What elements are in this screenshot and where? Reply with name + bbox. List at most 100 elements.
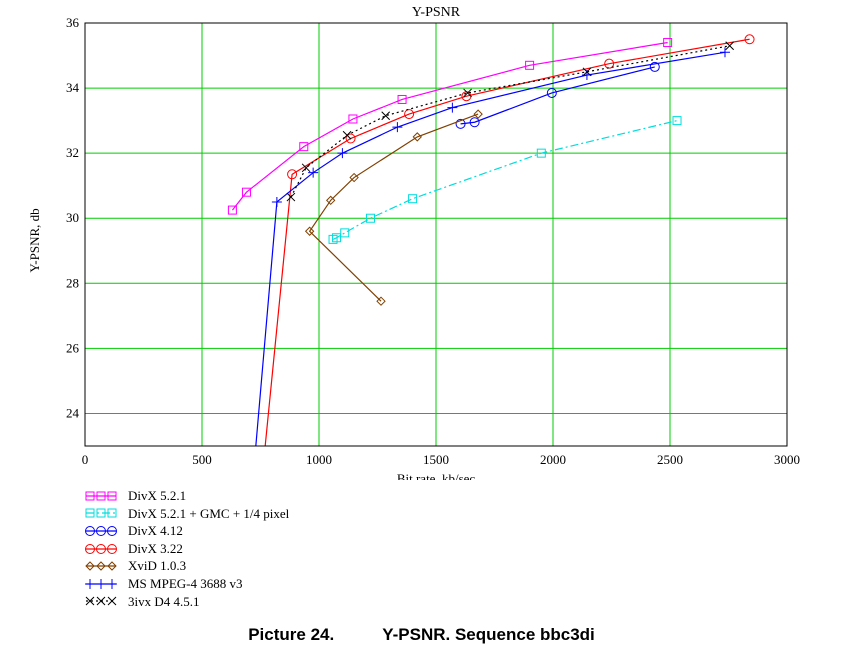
square-marker (672, 116, 682, 126)
series-line (264, 38, 750, 446)
square-marker (348, 114, 358, 124)
x-tick-label: 3000 (774, 452, 800, 467)
cross-marker (582, 67, 592, 77)
square-marker (107, 491, 117, 501)
caption-number: Picture 24. (248, 625, 335, 644)
chart-legend: DivX 5.2.1 DivX 5.2.1 + GMC + 1/4 pixel Di… (84, 487, 289, 610)
plus-marker (719, 47, 730, 58)
square-marker (227, 205, 237, 215)
diamond-marker (349, 172, 359, 183)
legend-label: MS MPEG-4 3688 v3 (128, 575, 243, 591)
square-marker (96, 491, 106, 501)
plot-area-frame (84, 22, 788, 447)
cross-marker (463, 88, 472, 98)
y-tick-label: 36 (66, 15, 80, 30)
circle-marker (107, 525, 117, 536)
square-marker (663, 38, 673, 48)
legend-swatch (85, 508, 117, 518)
square-marker (96, 508, 106, 518)
cross-marker (725, 41, 735, 51)
circle-marker (649, 61, 660, 72)
y-tick-label: 24 (66, 405, 80, 420)
legend-item: XviD 1.0.3 (84, 557, 289, 575)
figure-caption: Picture 24. Y-PSNR. Sequence bbc3di (0, 625, 843, 645)
legend-item: DivX 5.2.1 (84, 487, 289, 505)
legend-label: XviD 1.0.3 (128, 558, 187, 574)
cross-marker (286, 192, 296, 202)
series-divx-4-12 (455, 61, 660, 129)
psnr-chart: 0 500 1000 1500 2000 2500 3000 24 26 28 30 32 34 36 Y… (27, 5, 800, 480)
circle-marker (85, 525, 95, 536)
series-divx-5-2-1-gmc-1-4-pixel (328, 116, 682, 244)
caption-text: Y-PSNR. Sequence bbc3di (382, 625, 595, 644)
series-xvid-1-0-3 (304, 109, 483, 306)
y-tick-label: 30 (66, 210, 79, 225)
cross-marker (301, 163, 311, 173)
circle-marker (469, 117, 480, 128)
square-marker (299, 142, 309, 152)
cross-marker (342, 130, 352, 140)
square-marker (241, 187, 251, 197)
circle-marker (85, 543, 95, 554)
plus-marker (96, 578, 106, 589)
legend-item: DivX 5.2.1 + GMC + 1/4 pixel (84, 505, 289, 523)
diamond-marker (107, 561, 117, 571)
diamond-marker (473, 109, 483, 119)
circle-marker (96, 525, 106, 536)
series-line (332, 120, 678, 240)
square-marker (536, 148, 546, 158)
plus-marker (308, 167, 319, 178)
y-axis-label: Y-PSNR, db (27, 208, 42, 272)
grid-lines (85, 23, 787, 446)
legend-swatch (85, 525, 117, 536)
series-line (308, 113, 479, 302)
series-line (231, 41, 668, 211)
x-tick-label: 2000 (540, 452, 566, 467)
square-marker (397, 94, 407, 104)
x-tick-label: 0 (82, 452, 89, 467)
diamond-marker (412, 132, 422, 142)
x-tick-label: 500 (192, 452, 212, 467)
legend-swatch (85, 578, 117, 589)
circle-marker (604, 58, 615, 69)
x-axis-label: Bit rate, kb/sec (397, 471, 476, 480)
circle-marker (107, 543, 117, 554)
diamond-marker (304, 226, 315, 236)
legend-swatch (85, 491, 117, 501)
series-layer (227, 34, 755, 446)
cross-marker (85, 597, 95, 606)
legend-swatch (85, 597, 117, 606)
legend-item: DivX 4.12 (84, 522, 289, 540)
series-ms-mpeg-4-3688-v3 (255, 47, 730, 446)
square-marker (85, 508, 95, 518)
plus-marker (337, 148, 348, 159)
cross-marker (107, 597, 117, 606)
y-tick-label: 26 (66, 340, 80, 355)
plus-marker (107, 578, 117, 589)
x-tick-label: 2500 (657, 452, 683, 467)
cross-marker (96, 597, 106, 606)
y-tick-label: 28 (66, 275, 79, 290)
legend-item: 3ivx D4 4.5.1 (84, 593, 289, 611)
square-marker (107, 508, 117, 518)
square-marker (332, 233, 342, 243)
legend-label: DivX 5.2.1 + GMC + 1/4 pixel (128, 505, 290, 521)
legend-item: MS MPEG-4 3688 v3 (84, 575, 289, 593)
diamond-marker (85, 561, 95, 571)
legend-swatch (85, 543, 117, 554)
chart-title: Y-PSNR (412, 5, 461, 20)
square-marker (525, 60, 535, 70)
circle-marker (455, 118, 466, 129)
square-marker (85, 491, 95, 501)
circle-marker (546, 87, 557, 98)
legend-swatch (85, 561, 117, 571)
square-marker (408, 194, 418, 204)
legend-label: DivX 4.12 (128, 523, 183, 539)
series-line (460, 66, 655, 125)
diamond-marker (325, 195, 336, 206)
circle-marker (744, 34, 755, 45)
square-marker (365, 213, 375, 223)
circle-marker (345, 133, 356, 144)
legend-label: DivX 5.2.1 (128, 488, 187, 503)
plus-marker (392, 122, 403, 133)
